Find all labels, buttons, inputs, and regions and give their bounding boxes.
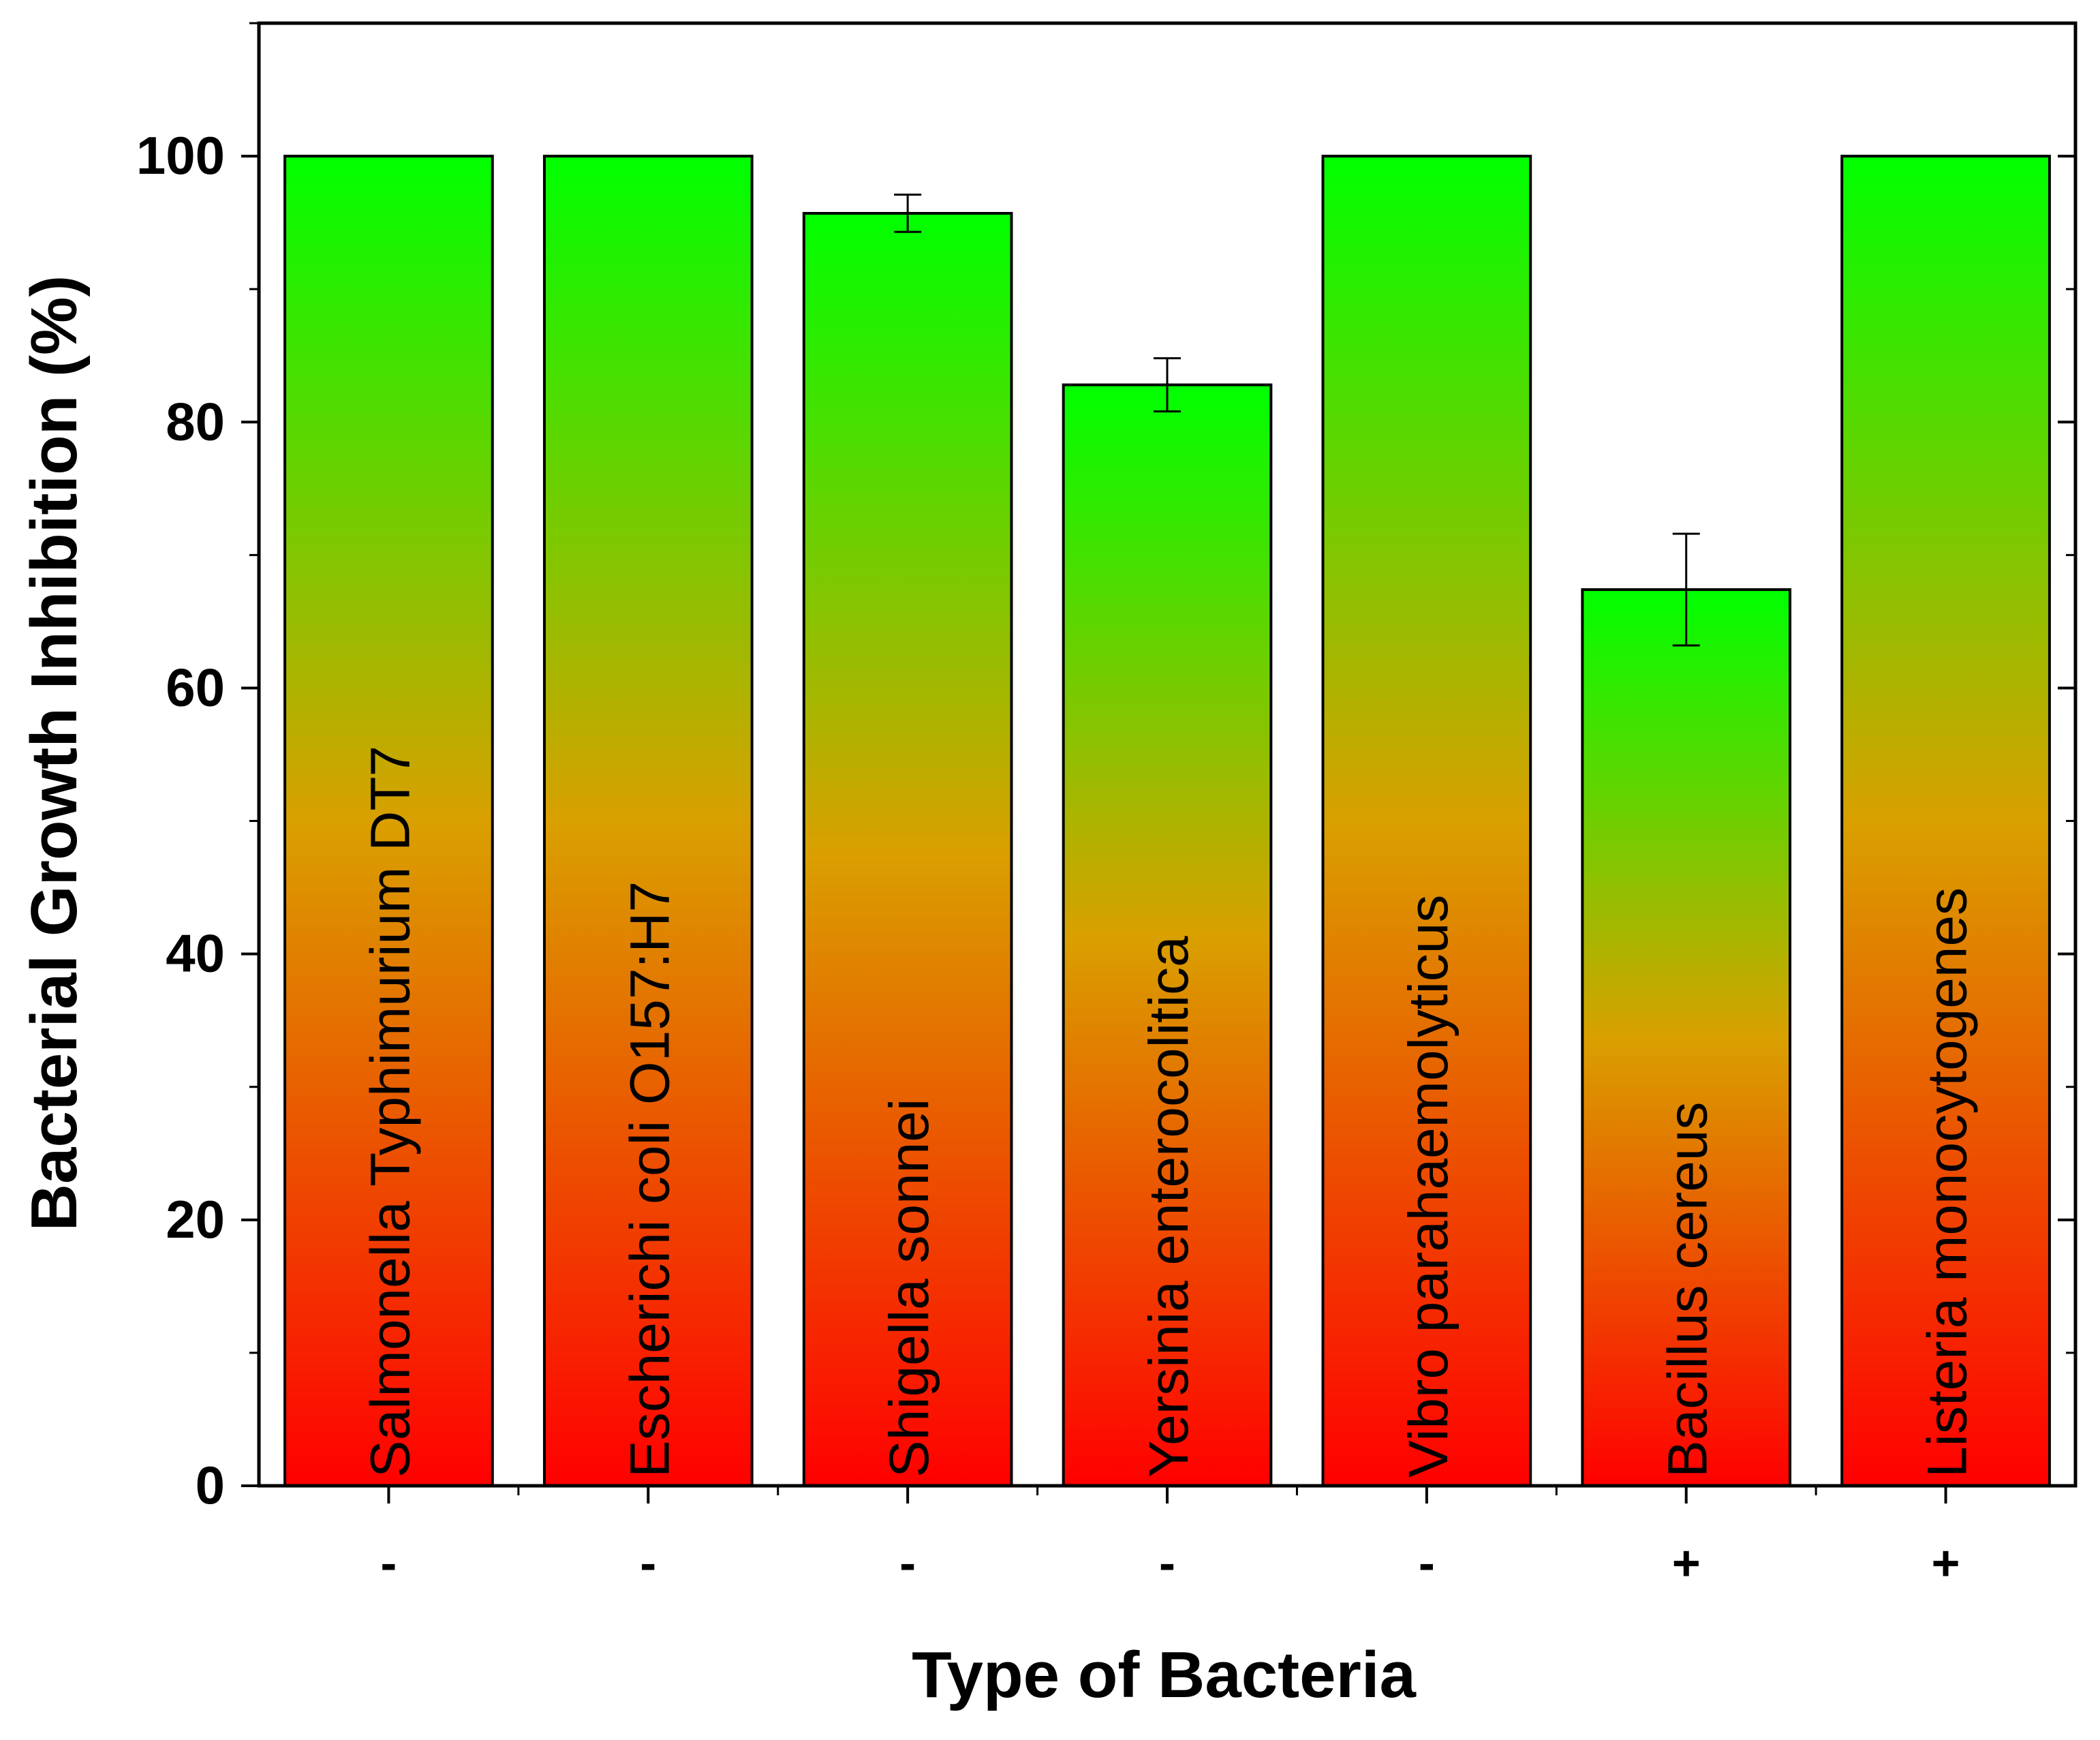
- bar-4: [1062, 383, 1273, 1488]
- y-tick-label-20: 20: [166, 1189, 225, 1249]
- bar-6: [1581, 588, 1792, 1487]
- bar-label-7: Listeria monocytogenes: [1917, 887, 1979, 1478]
- bar-2: [542, 155, 754, 1487]
- gram-label-7: +: [1932, 1536, 1960, 1591]
- y-tick-label-40: 40: [166, 924, 225, 983]
- bars-layer: [283, 155, 2051, 1488]
- y-tick-label-60: 60: [166, 657, 225, 717]
- gram-label-6: +: [1672, 1536, 1701, 1591]
- error-bars-layer: [894, 194, 1700, 647]
- bar-label-1: Salmonella Typhimurium DT7: [359, 746, 421, 1478]
- y-tick-label-0: 0: [196, 1455, 225, 1515]
- bar-label-3: Shigella sonnei: [878, 1099, 940, 1478]
- gram-label-2: -: [640, 1536, 656, 1591]
- bar-label-4: Yersinia enterocolitica: [1138, 936, 1200, 1478]
- y-tick-label-100: 100: [136, 125, 225, 185]
- bar-label-2: Escherichi coli O157:H7: [619, 881, 681, 1478]
- bar-1: [283, 155, 494, 1487]
- gram-label-1: -: [380, 1536, 397, 1591]
- gram-label-5: -: [1419, 1536, 1435, 1591]
- y-ticks-layer: 0 20 40 60 80 100: [136, 22, 2075, 1515]
- bar-5: [1321, 155, 1532, 1487]
- gram-label-4: -: [1159, 1536, 1175, 1591]
- gram-label-3: -: [899, 1536, 916, 1591]
- bar-labels-layer: Salmonella Typhimurium DT7 Escherichi col…: [359, 746, 1978, 1478]
- bar-label-6: Bacillus cereus: [1657, 1102, 1719, 1478]
- bar-label-5: Vibro parahaemolyticus: [1398, 895, 1460, 1478]
- x-axis-label: Type of Bacteria: [912, 1638, 1416, 1711]
- y-axis-label: Bacterial Growth Inhibition (%): [18, 275, 91, 1232]
- gram-labels-layer: - - - - - + +: [380, 1486, 1960, 1591]
- y-tick-label-80: 80: [166, 391, 225, 451]
